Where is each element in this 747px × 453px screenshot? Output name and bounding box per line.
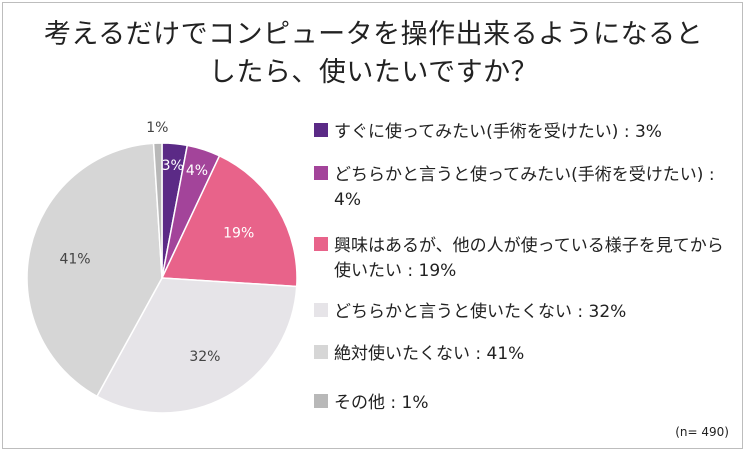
pie-data-label-1: 3% [162, 158, 184, 174]
legend-label-2: どちらかと言うと使ってみたい(手術を受けたい) : 4% [334, 165, 715, 210]
pie-data-label-2: 4% [186, 163, 208, 179]
legend-label-6: その他 : 1% [334, 393, 429, 413]
pie-data-label-4: 32% [189, 349, 220, 365]
legend-swatch-5 [314, 345, 328, 359]
pie-slice-5 [26, 142, 163, 398]
legend-label-5: 絶対使いたくない : 41% [334, 344, 525, 364]
pie-slices [26, 142, 298, 414]
legend-label-4: どちらかと言うと使いたくない : 32% [334, 302, 627, 322]
legend-swatch-4 [314, 303, 328, 317]
pie-slice-6 [152, 142, 163, 279]
pie-data-labels: 3% 4% 19% 32% 41% 1% [59, 120, 254, 365]
pie-data-label-5: 41% [59, 252, 90, 268]
pie-slice-3 [160, 154, 298, 288]
legend-label-3: 興味はあるが、他の人が使っている様子を見てから使いたい : 19% [334, 236, 724, 281]
pie-data-label-6: 1% [146, 120, 168, 136]
pie-data-label-3: 19% [223, 226, 254, 242]
legend-swatch-6 [314, 394, 328, 408]
sample-size-note: (n= 490) [675, 425, 729, 439]
legend-swatch-1 [314, 123, 328, 137]
pie-slice-4 [95, 277, 298, 414]
legend-swatch-2 [314, 166, 328, 180]
legend-swatch-3 [314, 237, 328, 251]
title-line-1: 考えるだけでコンピュータを操作出来るようになると [43, 19, 704, 50]
title-line-2: したら、使いたいですか？ [208, 57, 539, 88]
legend-label-1: すぐに使ってみたい(手術を受けたい) : 3% [334, 122, 662, 142]
chart-title: 考えるだけでコンピュータを操作出来るようになると したら、使いたいですか？ [0, 16, 747, 92]
